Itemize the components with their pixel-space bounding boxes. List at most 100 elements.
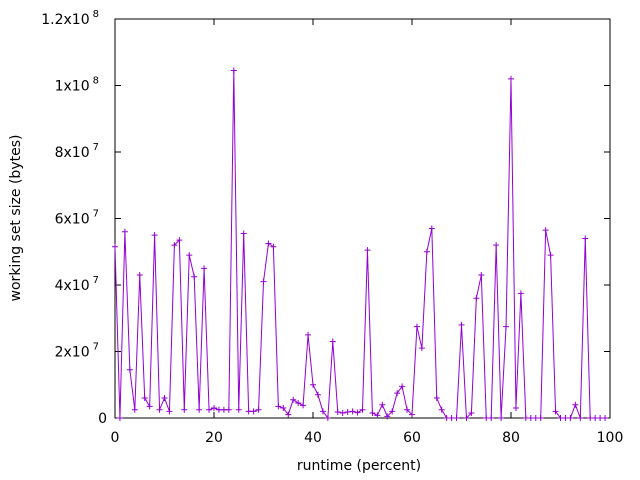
data-point bbox=[151, 232, 158, 239]
data-point bbox=[572, 401, 579, 408]
data-point bbox=[374, 412, 381, 419]
data-point bbox=[409, 411, 415, 418]
data-point bbox=[404, 406, 411, 413]
data-point bbox=[235, 406, 242, 413]
x-tick-label: 80 bbox=[502, 430, 520, 446]
y-tick-mantissa: 0 bbox=[98, 411, 107, 427]
x-tick-label: 20 bbox=[205, 430, 223, 446]
plot-frame bbox=[114, 18, 611, 419]
y-tick-mantissa: 2x10 bbox=[55, 345, 90, 361]
data-point bbox=[359, 406, 366, 413]
data-point bbox=[329, 338, 336, 345]
data-point bbox=[319, 408, 326, 415]
y-tick-label: 1.2x10 8 bbox=[41, 9, 99, 28]
data-point bbox=[131, 406, 138, 413]
data-point bbox=[354, 409, 361, 416]
data-point bbox=[349, 408, 356, 415]
data-point bbox=[537, 415, 544, 421]
data-point bbox=[136, 272, 143, 279]
data-point bbox=[230, 67, 237, 74]
data-point bbox=[488, 415, 495, 421]
data-point bbox=[285, 411, 292, 418]
data-point bbox=[344, 409, 351, 416]
data-point bbox=[201, 265, 208, 272]
data-point bbox=[399, 383, 406, 390]
data-point bbox=[171, 242, 178, 249]
data-point bbox=[240, 230, 247, 237]
data-point bbox=[280, 405, 287, 412]
data-point bbox=[176, 237, 183, 244]
data-point bbox=[379, 401, 386, 408]
y-tick-label: 6x10 7 bbox=[55, 209, 99, 228]
y-tick-label: 0 bbox=[98, 411, 107, 427]
data-point bbox=[116, 415, 123, 421]
data-point bbox=[389, 408, 396, 415]
x-tick-label: 0 bbox=[111, 430, 120, 446]
data-point bbox=[423, 248, 430, 255]
y-tick-exponent: 8 bbox=[93, 76, 99, 87]
y-tick-mantissa: 1.2x10 bbox=[41, 12, 89, 28]
data-point bbox=[582, 235, 589, 242]
y-tick-exponent: 7 bbox=[93, 275, 99, 286]
data-point bbox=[438, 406, 445, 413]
series-layer bbox=[112, 67, 609, 421]
y-tick-mantissa: 4x10 bbox=[55, 278, 90, 294]
data-point bbox=[503, 323, 510, 330]
data-point bbox=[542, 227, 549, 234]
data-point bbox=[265, 240, 272, 247]
y-tick-mantissa: 1x10 bbox=[55, 79, 90, 95]
data-point bbox=[161, 395, 168, 402]
data-point bbox=[310, 381, 316, 388]
data-point bbox=[567, 415, 574, 421]
data-point bbox=[433, 395, 440, 402]
data-point bbox=[250, 408, 257, 415]
data-point bbox=[493, 242, 500, 249]
data-point bbox=[547, 252, 554, 259]
data-point bbox=[275, 403, 282, 410]
data-point bbox=[334, 409, 341, 416]
data-point bbox=[552, 408, 559, 415]
data-point bbox=[121, 228, 128, 235]
y-axis-label: working set size (bytes) bbox=[8, 135, 24, 302]
data-point bbox=[478, 272, 485, 279]
data-point bbox=[300, 402, 307, 409]
data-point bbox=[512, 405, 519, 412]
data-point bbox=[141, 395, 148, 402]
data-point bbox=[126, 366, 133, 373]
data-point bbox=[602, 415, 609, 421]
y-tick-label: 4x10 7 bbox=[55, 275, 99, 294]
data-point bbox=[196, 406, 203, 413]
data-point bbox=[394, 390, 401, 397]
data-point bbox=[468, 410, 475, 417]
data-point bbox=[314, 391, 321, 398]
data-point bbox=[166, 408, 173, 415]
data-point bbox=[428, 225, 435, 232]
data-point bbox=[498, 415, 505, 421]
y-tick-exponent: 8 bbox=[93, 9, 99, 20]
data-point bbox=[191, 273, 198, 280]
data-point bbox=[339, 410, 346, 417]
data-point bbox=[146, 403, 153, 410]
data-point bbox=[186, 252, 193, 259]
y-tick-label: 1x10 8 bbox=[55, 76, 99, 95]
y-tick-exponent: 7 bbox=[93, 342, 99, 353]
data-point bbox=[384, 413, 391, 420]
x-tick-label: 40 bbox=[304, 430, 322, 446]
data-point bbox=[364, 247, 371, 254]
x-axis-ticks: 0 20 40 60 80 100 bbox=[111, 19, 623, 446]
data-point bbox=[295, 400, 302, 407]
data-point bbox=[260, 278, 267, 285]
data-point bbox=[290, 396, 297, 403]
y-tick-mantissa: 8x10 bbox=[55, 145, 90, 161]
data-point bbox=[453, 415, 460, 421]
y-tick-exponent: 7 bbox=[93, 142, 99, 153]
data-point bbox=[577, 415, 584, 421]
data-point bbox=[270, 243, 277, 250]
data-point bbox=[413, 323, 420, 330]
data-point bbox=[508, 75, 514, 82]
y-tick-exponent: 7 bbox=[93, 209, 99, 220]
data-point bbox=[473, 295, 480, 302]
data-point bbox=[324, 415, 331, 421]
data-point bbox=[206, 406, 213, 413]
